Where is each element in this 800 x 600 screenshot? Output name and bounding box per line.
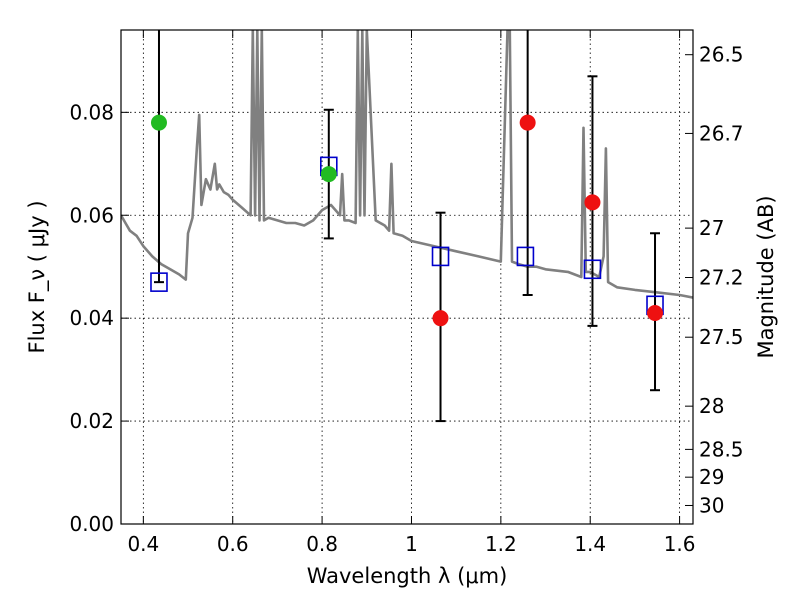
y-tick-label: 0.06	[69, 203, 114, 227]
x-tick-label: 1.2	[485, 532, 517, 556]
x-tick-label: 1.4	[574, 532, 606, 556]
y-tick-label: 0.02	[69, 409, 114, 433]
x-tick-label: 0.6	[217, 532, 249, 556]
y2-tick-label: 27.2	[699, 266, 744, 290]
y-axis-label: Flux F_ν ( μJy )	[25, 200, 50, 353]
grid	[121, 30, 693, 524]
observed-point-red	[432, 310, 449, 327]
y2-tick-label: 29	[699, 465, 724, 489]
y-tick-label: 0.08	[69, 100, 114, 124]
x-tick-label: 0.8	[306, 532, 338, 556]
model-photometry-square	[431, 246, 450, 267]
model-photometry-square	[583, 259, 602, 280]
y2-tick-label: 30	[699, 493, 724, 517]
y2-tick-label: 27	[699, 216, 724, 240]
y2-tick-label: 26.7	[699, 121, 744, 145]
observed-point-red	[519, 114, 536, 131]
observed-point-red	[647, 305, 664, 322]
y2-axis-label: Magnitude (AB)	[754, 195, 778, 358]
ticks: 0.4 0.6 0.8 1 1.2 1.4 1.6 0.00 0.02 0.04 0.06 0.08 2…	[69, 30, 744, 556]
observed-point-green	[320, 166, 337, 183]
observed-point-red	[584, 194, 601, 211]
observed-point-green	[150, 114, 167, 131]
y-tick-label: 0.04	[69, 306, 114, 330]
model-spectrum-line	[121, 30, 693, 299]
y2-tick-label: 28.5	[699, 437, 744, 461]
model-photometry-square	[150, 272, 168, 292]
axes-frame	[120, 29, 694, 525]
x-tick-label: 0.4	[127, 532, 159, 556]
y2-tick-label: 27.5	[699, 325, 744, 349]
x-tick-label: 1	[405, 532, 418, 556]
x-tick-label: 1.6	[664, 532, 696, 556]
y2-tick-label: 28	[699, 394, 724, 418]
plot-area	[121, 30, 693, 423]
x-axis-label: Wavelength λ (μm)	[307, 564, 508, 588]
y2-tick-label: 26.5	[699, 43, 744, 67]
y-tick-label: 0.00	[69, 512, 114, 536]
model-photometry-square	[516, 246, 535, 267]
